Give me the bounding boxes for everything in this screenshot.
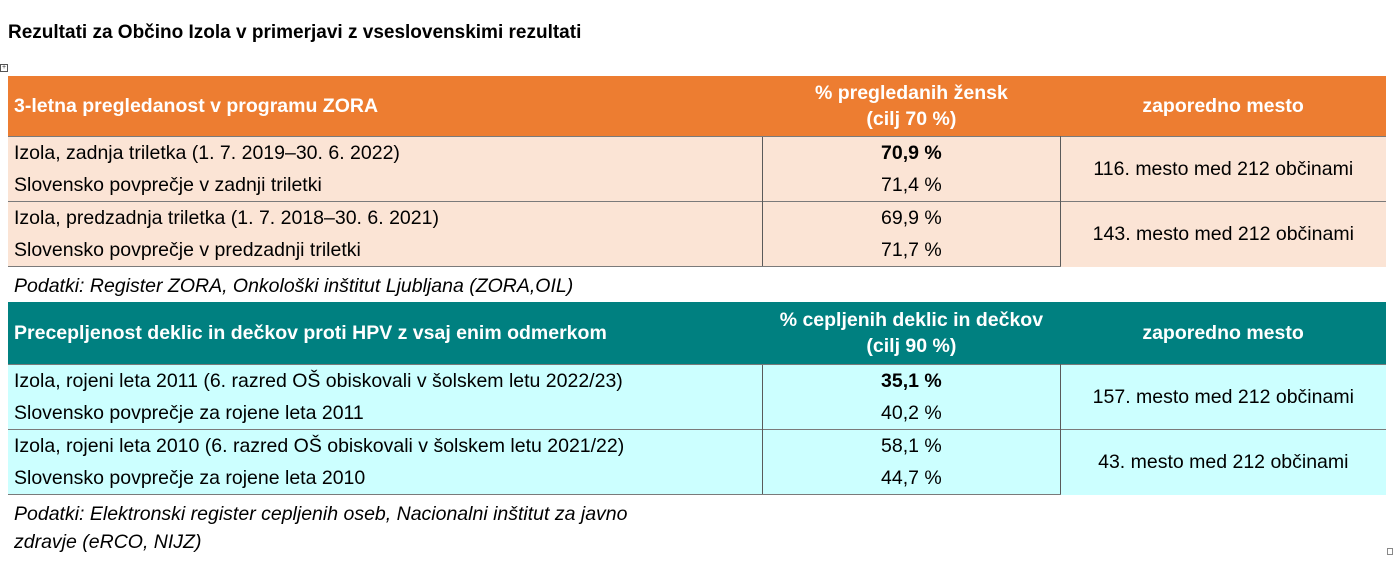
hpv-header-row: Precepljenost deklic in dečkov proti HPV… — [8, 302, 1386, 365]
hpv-source-note: Podatki: Elektronski register cepljenih … — [14, 500, 714, 556]
rank-cell: 116. mesto med 212 občinami — [1060, 136, 1386, 202]
hpv-source-line2: zdravje (eRCO, NIJZ) — [14, 531, 202, 553]
row-label: Slovensko povprečje v zadnji triletki — [8, 169, 763, 202]
hpv-header-percent: % cepljenih deklic in dečkov (cilj 90 %) — [762, 302, 1061, 365]
zora-header-target: (cilj 70 %) — [866, 108, 957, 130]
row-value: 71,7 % — [762, 234, 1061, 267]
table-row: Slovensko povprečje za rojene leta 2010 … — [8, 462, 1386, 495]
hpv-header-program: Precepljenost deklic in dečkov proti HPV… — [8, 302, 763, 365]
row-label: Izola, rojeni leta 2011 (6. razred OŠ ob… — [8, 364, 763, 397]
row-label: Slovensko povprečje za rojene leta 2010 — [8, 462, 763, 495]
table-row: Izola, rojeni leta 2011 (6. razred OŠ ob… — [8, 364, 1386, 430]
rank-cell: 143. mesto med 212 občinami — [1060, 201, 1386, 267]
zora-header-percent: % pregledanih žensk (cilj 70 %) — [762, 76, 1061, 137]
hpv-header-target: (cilj 90 %) — [866, 335, 957, 357]
row-label: Izola, zadnja triletka (1. 7. 2019–30. 6… — [8, 136, 763, 169]
hpv-header-rank: zaporedno mesto — [1060, 302, 1386, 365]
row-value: 40,2 % — [762, 397, 1061, 430]
row-label: Izola, predzadnja triletka (1. 7. 2018–3… — [8, 201, 763, 234]
row-value: 69,9 % — [762, 201, 1061, 234]
rank-cell: 43. mesto med 212 občinami — [1060, 429, 1386, 495]
row-value: 58,1 % — [762, 429, 1061, 462]
hpv-header-percent-label: % cepljenih deklic in dečkov — [779, 309, 1044, 331]
table-row: Slovensko povprečje za rojene leta 2011 … — [8, 397, 1386, 430]
zora-header-row: 3-letna pregledanost v programu ZORA % p… — [8, 76, 1386, 137]
row-value: 71,4 % — [762, 169, 1061, 202]
row-value: 44,7 % — [762, 462, 1061, 495]
zora-header-percent-label: % pregledanih žensk — [814, 82, 1008, 104]
table-row: Slovensko povprečje v predzadnji triletk… — [8, 234, 1386, 267]
rank-cell: 157. mesto med 212 občinami — [1060, 364, 1386, 430]
zora-header-rank: zaporedno mesto — [1060, 76, 1386, 137]
row-label: Slovensko povprečje v predzadnji triletk… — [8, 234, 763, 267]
table-move-handle-icon[interactable]: + — [0, 64, 8, 72]
hpv-table: Precepljenost deklic in dečkov proti HPV… — [8, 302, 1386, 495]
table-row: Izola, predzadnja triletka (1. 7. 2018–3… — [8, 201, 1386, 267]
row-value: 35,1 % — [881, 369, 942, 392]
zora-header-program: 3-letna pregledanost v programu ZORA — [8, 76, 763, 137]
table-row: Slovensko povprečje v zadnji triletki 71… — [8, 169, 1386, 202]
page-title: Rezultati za Občino Izola v primerjavi z… — [8, 22, 582, 43]
hpv-source-line1: Podatki: Elektronski register cepljenih … — [14, 503, 628, 525]
table-row: Izola, zadnja triletka (1. 7. 2019–30. 6… — [8, 136, 1386, 202]
row-label: Slovensko povprečje za rojene leta 2011 — [8, 397, 763, 430]
row-label: Izola, rojeni leta 2010 (6. razred OŠ ob… — [8, 429, 763, 462]
table-resize-handle-icon[interactable] — [1387, 548, 1393, 555]
table-row: Izola, rojeni leta 2010 (6. razred OŠ ob… — [8, 429, 1386, 495]
row-value: 70,9 % — [881, 141, 942, 164]
zora-source-note: Podatki: Register ZORA, Onkološki inštit… — [14, 275, 574, 297]
zora-table: 3-letna pregledanost v programu ZORA % p… — [8, 76, 1386, 267]
